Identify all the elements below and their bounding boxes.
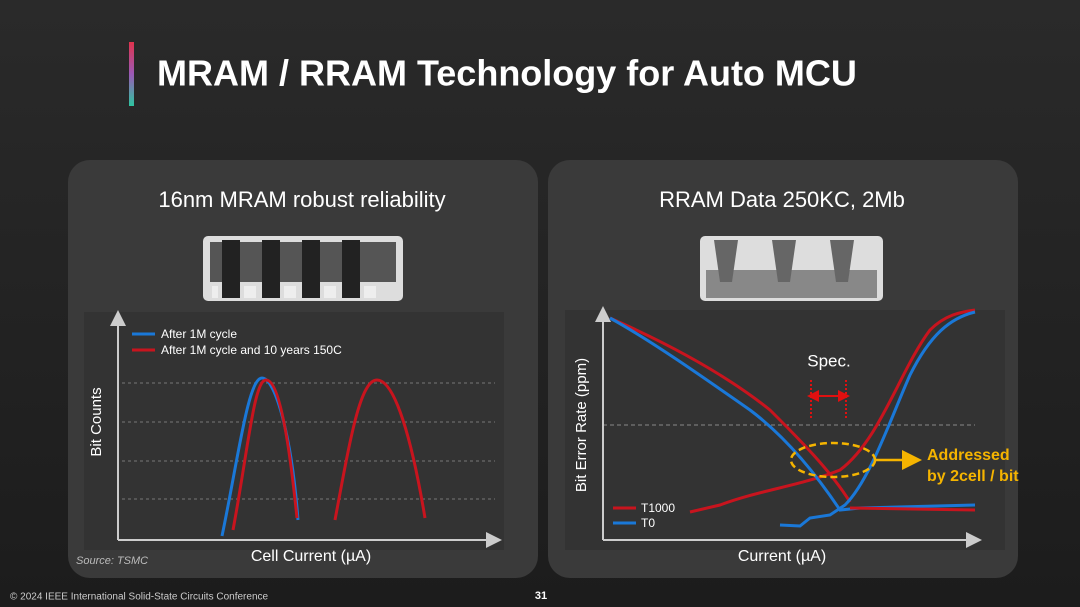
curve [689,308,976,514]
highlight [789,441,877,479]
plot-area [565,310,1005,550]
y-axis-label: Bit Counts [88,387,105,456]
legend-label: After 1M cycle [161,327,237,341]
grid [122,382,495,500]
accent-bar [129,42,134,106]
curve [609,316,976,512]
curve [231,378,299,531]
cell-image [700,236,883,301]
annotation: by 2cell / bit [927,468,1019,485]
panel-title: RRAM Data 250KC, 2Mb [659,187,905,212]
chip-image [203,236,403,301]
source: Source: TSMC [76,555,148,567]
page-number: 31 [535,590,547,602]
plot-area [84,312,504,550]
legend-label: After 1M cycle and 10 years 150C [161,343,342,357]
annotation: Spec. [807,351,850,370]
copyright: © 2024 IEEE International Solid-State Ci… [10,592,269,603]
curve [779,310,976,528]
spec-marker [807,380,850,420]
y-axis-label: Bit Error Rate (ppm) [573,358,590,492]
x-axis-label: Cell Current (µA) [251,548,371,565]
curve [609,316,852,503]
legend-label: T0 [641,516,655,530]
curve [333,378,427,521]
panel-title: 16nm MRAM robust reliability [158,187,445,212]
slide-title: MRAM / RRAM Technology for Auto MCU [157,53,857,94]
annotation: Addressed [927,447,1010,464]
curve [849,506,976,512]
legend-label: T1000 [641,501,675,515]
x-axis-label: Current (µA) [738,548,826,565]
